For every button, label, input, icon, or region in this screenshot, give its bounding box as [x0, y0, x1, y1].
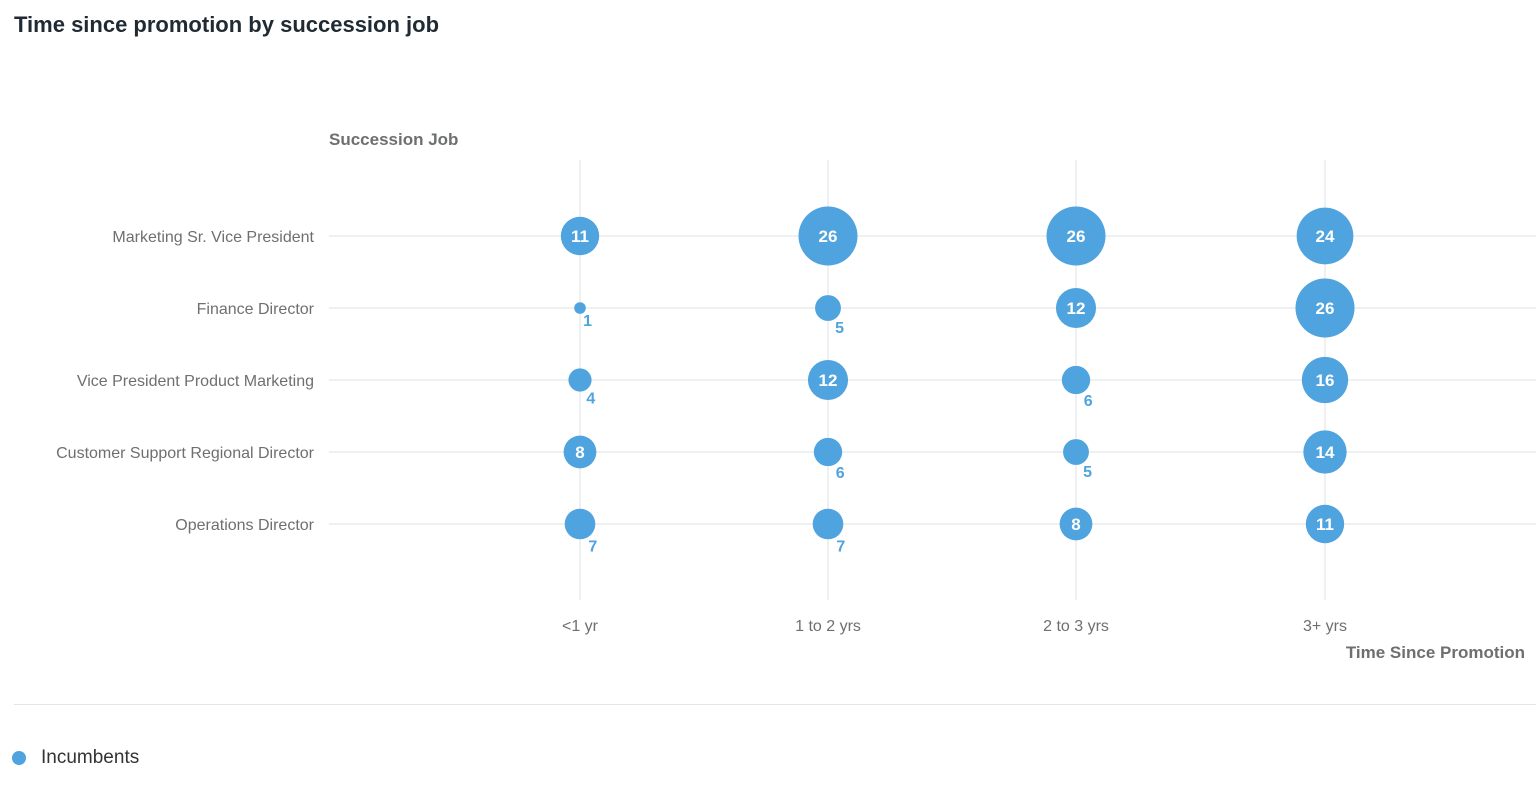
bubble[interactable]: 12	[1055, 287, 1097, 329]
page-title: Time since promotion by succession job	[14, 12, 440, 37]
legend-item-incumbents[interactable]: Incumbents	[12, 747, 139, 769]
bubble-value-label: 6	[836, 465, 845, 482]
bubble-value-label: 26	[819, 227, 838, 246]
bubble-value-label: 8	[575, 443, 584, 462]
bubble-value-label: 5	[835, 320, 844, 337]
x-axis-title: Time Since Promotion	[1346, 643, 1525, 662]
bubble-value-label: 6	[1084, 393, 1093, 410]
bubble[interactable]: 11	[560, 216, 600, 256]
y-axis-label: Operations Director	[175, 517, 314, 534]
bubble[interactable]: 12	[807, 359, 849, 401]
bubble-circle	[1303, 430, 1347, 474]
bubble[interactable]: 7	[812, 508, 846, 556]
x-axis-label: 3+ yrs	[1303, 618, 1347, 635]
bubble-circle	[1061, 365, 1091, 395]
bubble-value-label: 7	[836, 538, 845, 555]
y-axis-label: Vice President Product Marketing	[77, 373, 314, 390]
bubble-circle	[560, 216, 600, 256]
bubble-value-label: 12	[1067, 299, 1086, 318]
bubble-circle	[1063, 439, 1089, 465]
bubble-value-label: 11	[571, 227, 589, 246]
grid-lines	[329, 160, 1536, 600]
bubble-value-label: 4	[586, 391, 595, 408]
bubble-circle	[574, 302, 586, 314]
bubble-value-label: 1	[583, 313, 592, 330]
bubble[interactable]: 5	[815, 295, 844, 337]
legend-label: Incumbents	[41, 747, 140, 768]
bubble-circle	[798, 206, 858, 266]
bubble-circle	[1046, 206, 1106, 266]
bubble[interactable]: 26	[1046, 206, 1106, 266]
bubble[interactable]: 16	[1301, 356, 1349, 404]
bubble[interactable]: 14	[1303, 430, 1347, 474]
y-axis-labels: Marketing Sr. Vice President Finance Dire…	[56, 229, 315, 534]
bubble-circle	[1296, 207, 1354, 265]
bubble[interactable]: 26	[798, 206, 858, 266]
bubble-circle	[1301, 356, 1349, 404]
legend-divider	[14, 704, 1536, 705]
bubble-value-label: 14	[1316, 443, 1335, 462]
bubble-circle	[813, 437, 843, 467]
y-axis-label: Customer Support Regional Director	[56, 445, 315, 462]
bubble[interactable]: 4	[568, 368, 595, 408]
bubble[interactable]: 8	[563, 435, 597, 469]
bubble-value-label: 7	[588, 538, 597, 555]
bubble[interactable]: 26	[1295, 278, 1355, 338]
bubble-value-label: 5	[1083, 464, 1092, 481]
bubble-circle	[1305, 504, 1345, 544]
bubble-value-label: 26	[1067, 227, 1086, 246]
bubble[interactable]: 8	[1059, 507, 1093, 541]
bubble-circle	[563, 435, 597, 469]
bubble[interactable]: 7	[564, 508, 598, 556]
x-axis-labels: <1 yr 1 to 2 yrs 2 to 3 yrs 3+ yrs	[562, 618, 1347, 635]
x-axis-label: <1 yr	[562, 618, 599, 635]
bubble-chart: Succession Job Time Since Promotion Mark…	[56, 130, 1536, 662]
bubble-value-label: 16	[1316, 371, 1335, 390]
y-axis-label: Marketing Sr. Vice President	[112, 229, 314, 246]
bubble[interactable]: 24	[1296, 207, 1354, 265]
bubble-value-label: 26	[1316, 299, 1335, 318]
bubble-circle	[807, 359, 849, 401]
bubble[interactable]: 11	[1305, 504, 1345, 544]
y-axis-title: Succession Job	[329, 130, 458, 149]
bubble-circle	[812, 508, 844, 540]
bubble-circle	[568, 368, 592, 392]
bubble[interactable]: 6	[1061, 365, 1093, 410]
bubble[interactable]: 5	[1063, 439, 1092, 481]
bubble-value-label: 8	[1071, 515, 1080, 534]
bubble[interactable]: 1	[574, 302, 592, 330]
bubble[interactable]: 6	[813, 437, 845, 482]
bubble-value-label: 12	[819, 371, 838, 390]
bubble-circle	[564, 508, 596, 540]
x-axis-label: 1 to 2 yrs	[795, 618, 861, 635]
bubble-circle	[1295, 278, 1355, 338]
bubble-circle	[1055, 287, 1097, 329]
bubble-circle	[1059, 507, 1093, 541]
bubbles: 11 26 26 24 1 5 12 26 4 12 6 16 8 6 5 14 7 7 8 11	[560, 206, 1355, 556]
legend: Incumbents	[12, 745, 139, 771]
legend-swatch-dot	[12, 751, 26, 765]
x-axis-label: 2 to 3 yrs	[1043, 618, 1109, 635]
bubble-value-label: 24	[1316, 227, 1335, 246]
bubble-circle	[815, 295, 841, 321]
bubble-value-label: 11	[1316, 515, 1334, 534]
y-axis-label: Finance Director	[197, 301, 315, 318]
